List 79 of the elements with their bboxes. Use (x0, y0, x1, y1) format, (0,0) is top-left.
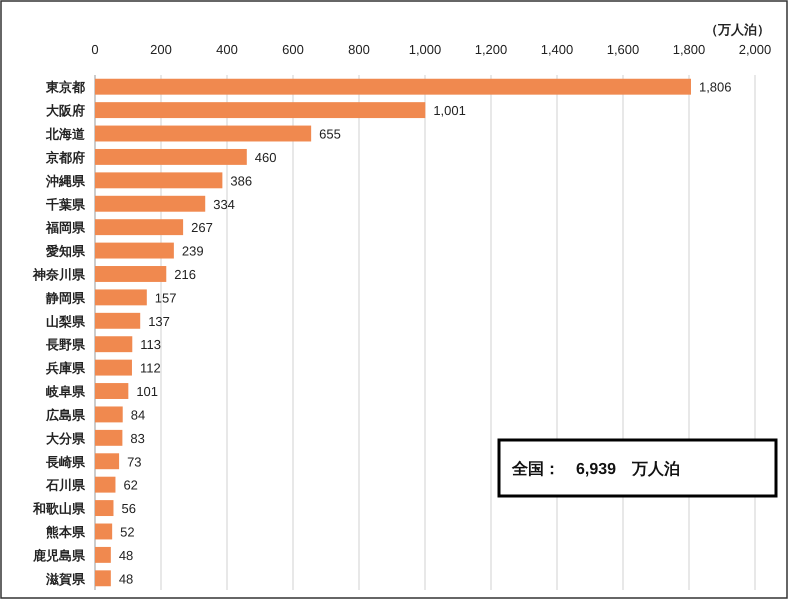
y-tick-label: 福岡県 (45, 220, 86, 236)
bar (95, 406, 123, 422)
y-tick-label: 東京都 (45, 80, 85, 95)
data-label: 334 (213, 196, 235, 212)
data-label: 137 (148, 314, 170, 329)
y-tick-label: 和歌山県 (32, 501, 86, 516)
y-tick-label: 千葉県 (45, 196, 86, 212)
x-tick-label: 200 (150, 42, 172, 57)
y-tick-label: 石川県 (45, 478, 86, 493)
y-tick-label: 兵庫県 (45, 360, 86, 376)
y-tick-label: 岐阜県 (46, 384, 86, 400)
data-label: 101 (136, 384, 158, 400)
bar (95, 219, 184, 236)
data-label: 386 (230, 173, 252, 188)
bar (95, 289, 147, 306)
y-tick-label: 長野県 (45, 337, 86, 352)
data-label: 112 (140, 360, 161, 376)
bar (95, 126, 312, 142)
data-label: 48 (118, 548, 134, 563)
data-label: 1,001 (433, 103, 466, 118)
data-label: 113 (140, 337, 162, 352)
y-tick-label: 愛知県 (46, 244, 86, 259)
bar (95, 102, 426, 118)
x-tick-label: 0 (91, 42, 99, 57)
y-tick-label: 大分県 (46, 430, 86, 446)
y-tick-label: 沖縄県 (45, 173, 86, 188)
data-label: 83 (130, 430, 145, 446)
y-tick-label: 静岡県 (45, 290, 86, 306)
bar (95, 383, 128, 399)
x-tick-label: 400 (216, 42, 238, 57)
bar (95, 360, 132, 376)
bar (95, 312, 140, 329)
data-label: 56 (121, 501, 136, 516)
data-label: 655 (319, 126, 341, 142)
x-tick-label: 600 (282, 42, 304, 57)
bar (95, 148, 247, 165)
data-label: 267 (191, 220, 213, 236)
bar (95, 500, 114, 516)
bar (95, 242, 174, 259)
data-label: 1,806 (698, 80, 732, 95)
y-tick-label: 山梨県 (46, 314, 86, 329)
bar (95, 570, 111, 586)
bar (95, 546, 111, 563)
data-label: 216 (174, 266, 196, 282)
bar (95, 196, 206, 212)
x-tick-label: 2,000 (738, 42, 772, 57)
x-tick-label: 1,800 (672, 42, 706, 57)
bar (95, 172, 222, 188)
bar (95, 266, 166, 282)
y-tick-label: 神奈川県 (32, 266, 86, 282)
y-tick-label: 長崎県 (45, 454, 86, 470)
bar (95, 336, 132, 352)
y-tick-label: 滋賀県 (45, 571, 86, 586)
y-tick-label: 京都府 (45, 150, 85, 165)
bar (95, 476, 116, 493)
data-label: 84 (130, 407, 146, 422)
bar (95, 524, 112, 540)
data-label: 48 (118, 571, 134, 586)
y-tick-label: 広島県 (45, 407, 86, 422)
bar (95, 430, 122, 446)
x-tick-label: 1,600 (606, 42, 640, 57)
data-label: 62 (123, 478, 138, 493)
data-label: 52 (120, 524, 135, 540)
y-tick-label: 北海道 (45, 126, 86, 142)
data-label: 157 (154, 290, 177, 306)
bar (95, 78, 691, 95)
data-label: 239 (182, 244, 204, 259)
data-label: 73 (127, 454, 142, 470)
data-label: 460 (254, 150, 277, 165)
annotation: 全国： 6,939 万人泊 (511, 460, 680, 478)
y-tick-label: 大阪府 (46, 103, 85, 118)
bar (95, 453, 120, 470)
x-tick-label: 800 (348, 42, 370, 57)
y-tick-label: 鹿児島県 (32, 548, 86, 563)
x-tick-label: 1,200 (474, 42, 508, 57)
x-axis-title: （万人泊） (705, 22, 770, 37)
x-tick-label: 1,400 (540, 42, 574, 57)
y-tick-label: 熊本県 (46, 524, 86, 540)
x-tick-label: 1,000 (408, 42, 442, 57)
